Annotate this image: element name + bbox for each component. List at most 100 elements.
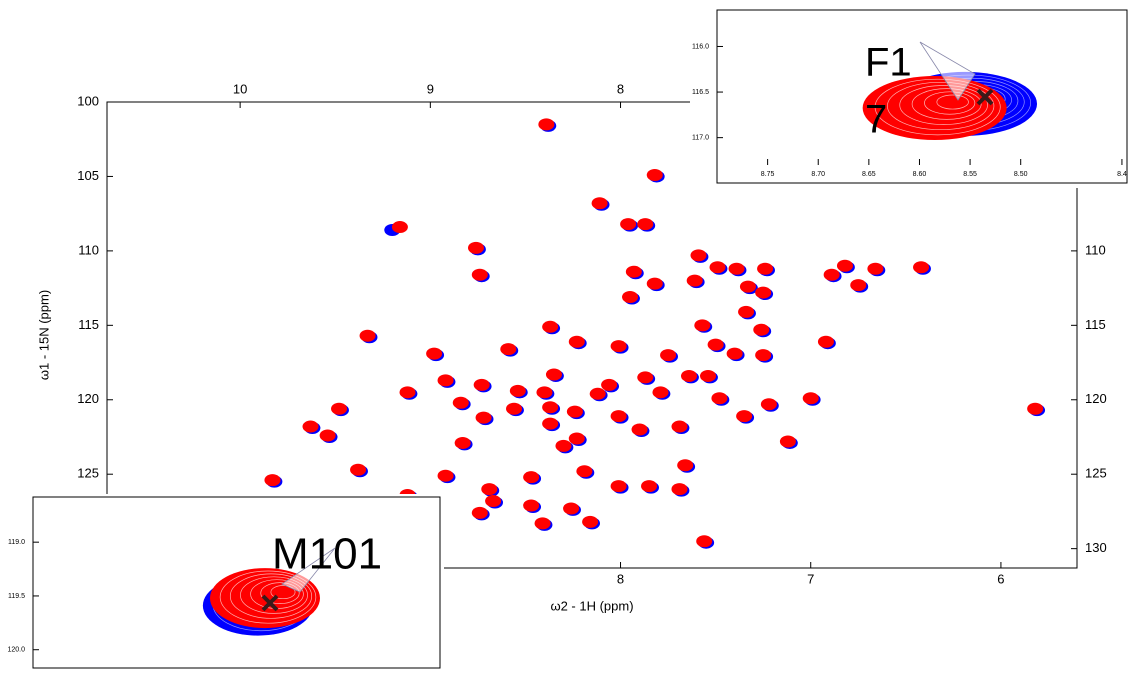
peak: [437, 374, 454, 387]
y-tick-label: 120: [77, 391, 99, 406]
x-tick-label: 8: [617, 571, 624, 586]
y-tick-label: 105: [77, 168, 99, 183]
peak: [690, 249, 707, 262]
y-tick-label: 116.5: [692, 89, 709, 96]
x-tick-label: 6: [997, 571, 1004, 586]
peak: [481, 483, 498, 496]
peak: [399, 386, 416, 399]
peak: [646, 277, 663, 290]
peak: [471, 506, 488, 519]
y-tick-label: 110: [1085, 242, 1106, 257]
peak: [568, 432, 585, 445]
peak: [471, 268, 488, 281]
peak: [264, 474, 281, 487]
peak: [568, 335, 585, 348]
peak: [700, 369, 717, 382]
peak: [707, 338, 724, 351]
peak: [542, 401, 559, 414]
y-tick-label: 116.0: [692, 43, 709, 50]
peak: [485, 495, 502, 508]
peak: [625, 265, 642, 278]
y-tick-label: 130: [1085, 540, 1107, 555]
contour-line: [911, 88, 982, 120]
x-tick-label: 8: [617, 81, 624, 96]
peak: [652, 386, 669, 399]
peak: [576, 465, 593, 478]
contour-line: [229, 573, 313, 619]
peak: [641, 480, 658, 493]
peak: [454, 436, 471, 449]
peak: [534, 517, 551, 530]
peak: [694, 319, 711, 332]
peak: [711, 392, 728, 405]
y-tick-label: 125: [1085, 466, 1107, 481]
peak-label: M101: [272, 530, 382, 579]
peak: [677, 459, 694, 472]
peak: [736, 410, 753, 423]
peak: [738, 305, 755, 318]
contour-line: [874, 78, 1001, 136]
peak-cross: [261, 594, 279, 612]
x-tick-label: 9: [427, 81, 434, 96]
plot-frame: [106, 101, 1078, 569]
peak: [757, 262, 774, 275]
peak: [610, 480, 627, 493]
peak: [563, 502, 580, 515]
y-tick-label: 125: [77, 466, 99, 481]
peak: [836, 259, 853, 272]
peak: [582, 515, 599, 528]
peak: [610, 410, 627, 423]
peak: [779, 435, 796, 448]
peak: [500, 343, 517, 356]
peak: [739, 280, 756, 293]
y-tick-label: 115: [78, 317, 99, 332]
peak: [681, 369, 697, 382]
peak: [760, 398, 777, 411]
y-tick-label: 100: [77, 93, 99, 108]
peak: [538, 118, 555, 131]
x-tick-label: 8.60: [913, 171, 927, 178]
peak: [437, 469, 454, 482]
y-tick-label: 119.0: [8, 539, 25, 546]
x-tick-label: 8.50: [1014, 171, 1028, 178]
peak: [506, 402, 523, 415]
contour-line: [924, 91, 976, 115]
peak: [802, 392, 819, 405]
x-tick-label: 8.70: [811, 171, 825, 178]
peak: [631, 423, 648, 436]
peak: [728, 262, 745, 275]
plot-frame: [32, 496, 441, 669]
peak: [850, 279, 867, 292]
peak: [475, 411, 492, 424]
peak: [391, 221, 408, 234]
peak: [523, 471, 540, 484]
contour-line: [219, 570, 317, 624]
peak: [753, 323, 770, 336]
peak: [1027, 402, 1044, 415]
contour-line: [936, 94, 969, 110]
contour-line: [899, 85, 988, 125]
y-tick-label: 117.0: [692, 134, 709, 141]
peak: [671, 420, 688, 433]
peak: [331, 402, 348, 415]
x-tick-label: 10: [233, 81, 247, 96]
peak: [637, 371, 654, 384]
peak: [671, 483, 688, 496]
x-tick-label: 8.4: [1117, 171, 1127, 178]
x-tick-label: 8.65: [862, 171, 876, 178]
peak: [589, 387, 606, 400]
peak-label: F1: [865, 41, 912, 85]
x-axis-label: ω2 - 1H (ppm): [550, 598, 633, 613]
peak: [536, 386, 553, 399]
peak: [817, 335, 834, 348]
peak: [555, 439, 572, 452]
peak: [591, 197, 608, 210]
peak: [867, 262, 884, 275]
peak: [755, 286, 772, 299]
peak: [523, 499, 540, 512]
label-pointer: [281, 547, 336, 593]
contour-line: [260, 582, 300, 604]
peak-label: 7: [865, 98, 887, 142]
peak: [755, 349, 772, 362]
